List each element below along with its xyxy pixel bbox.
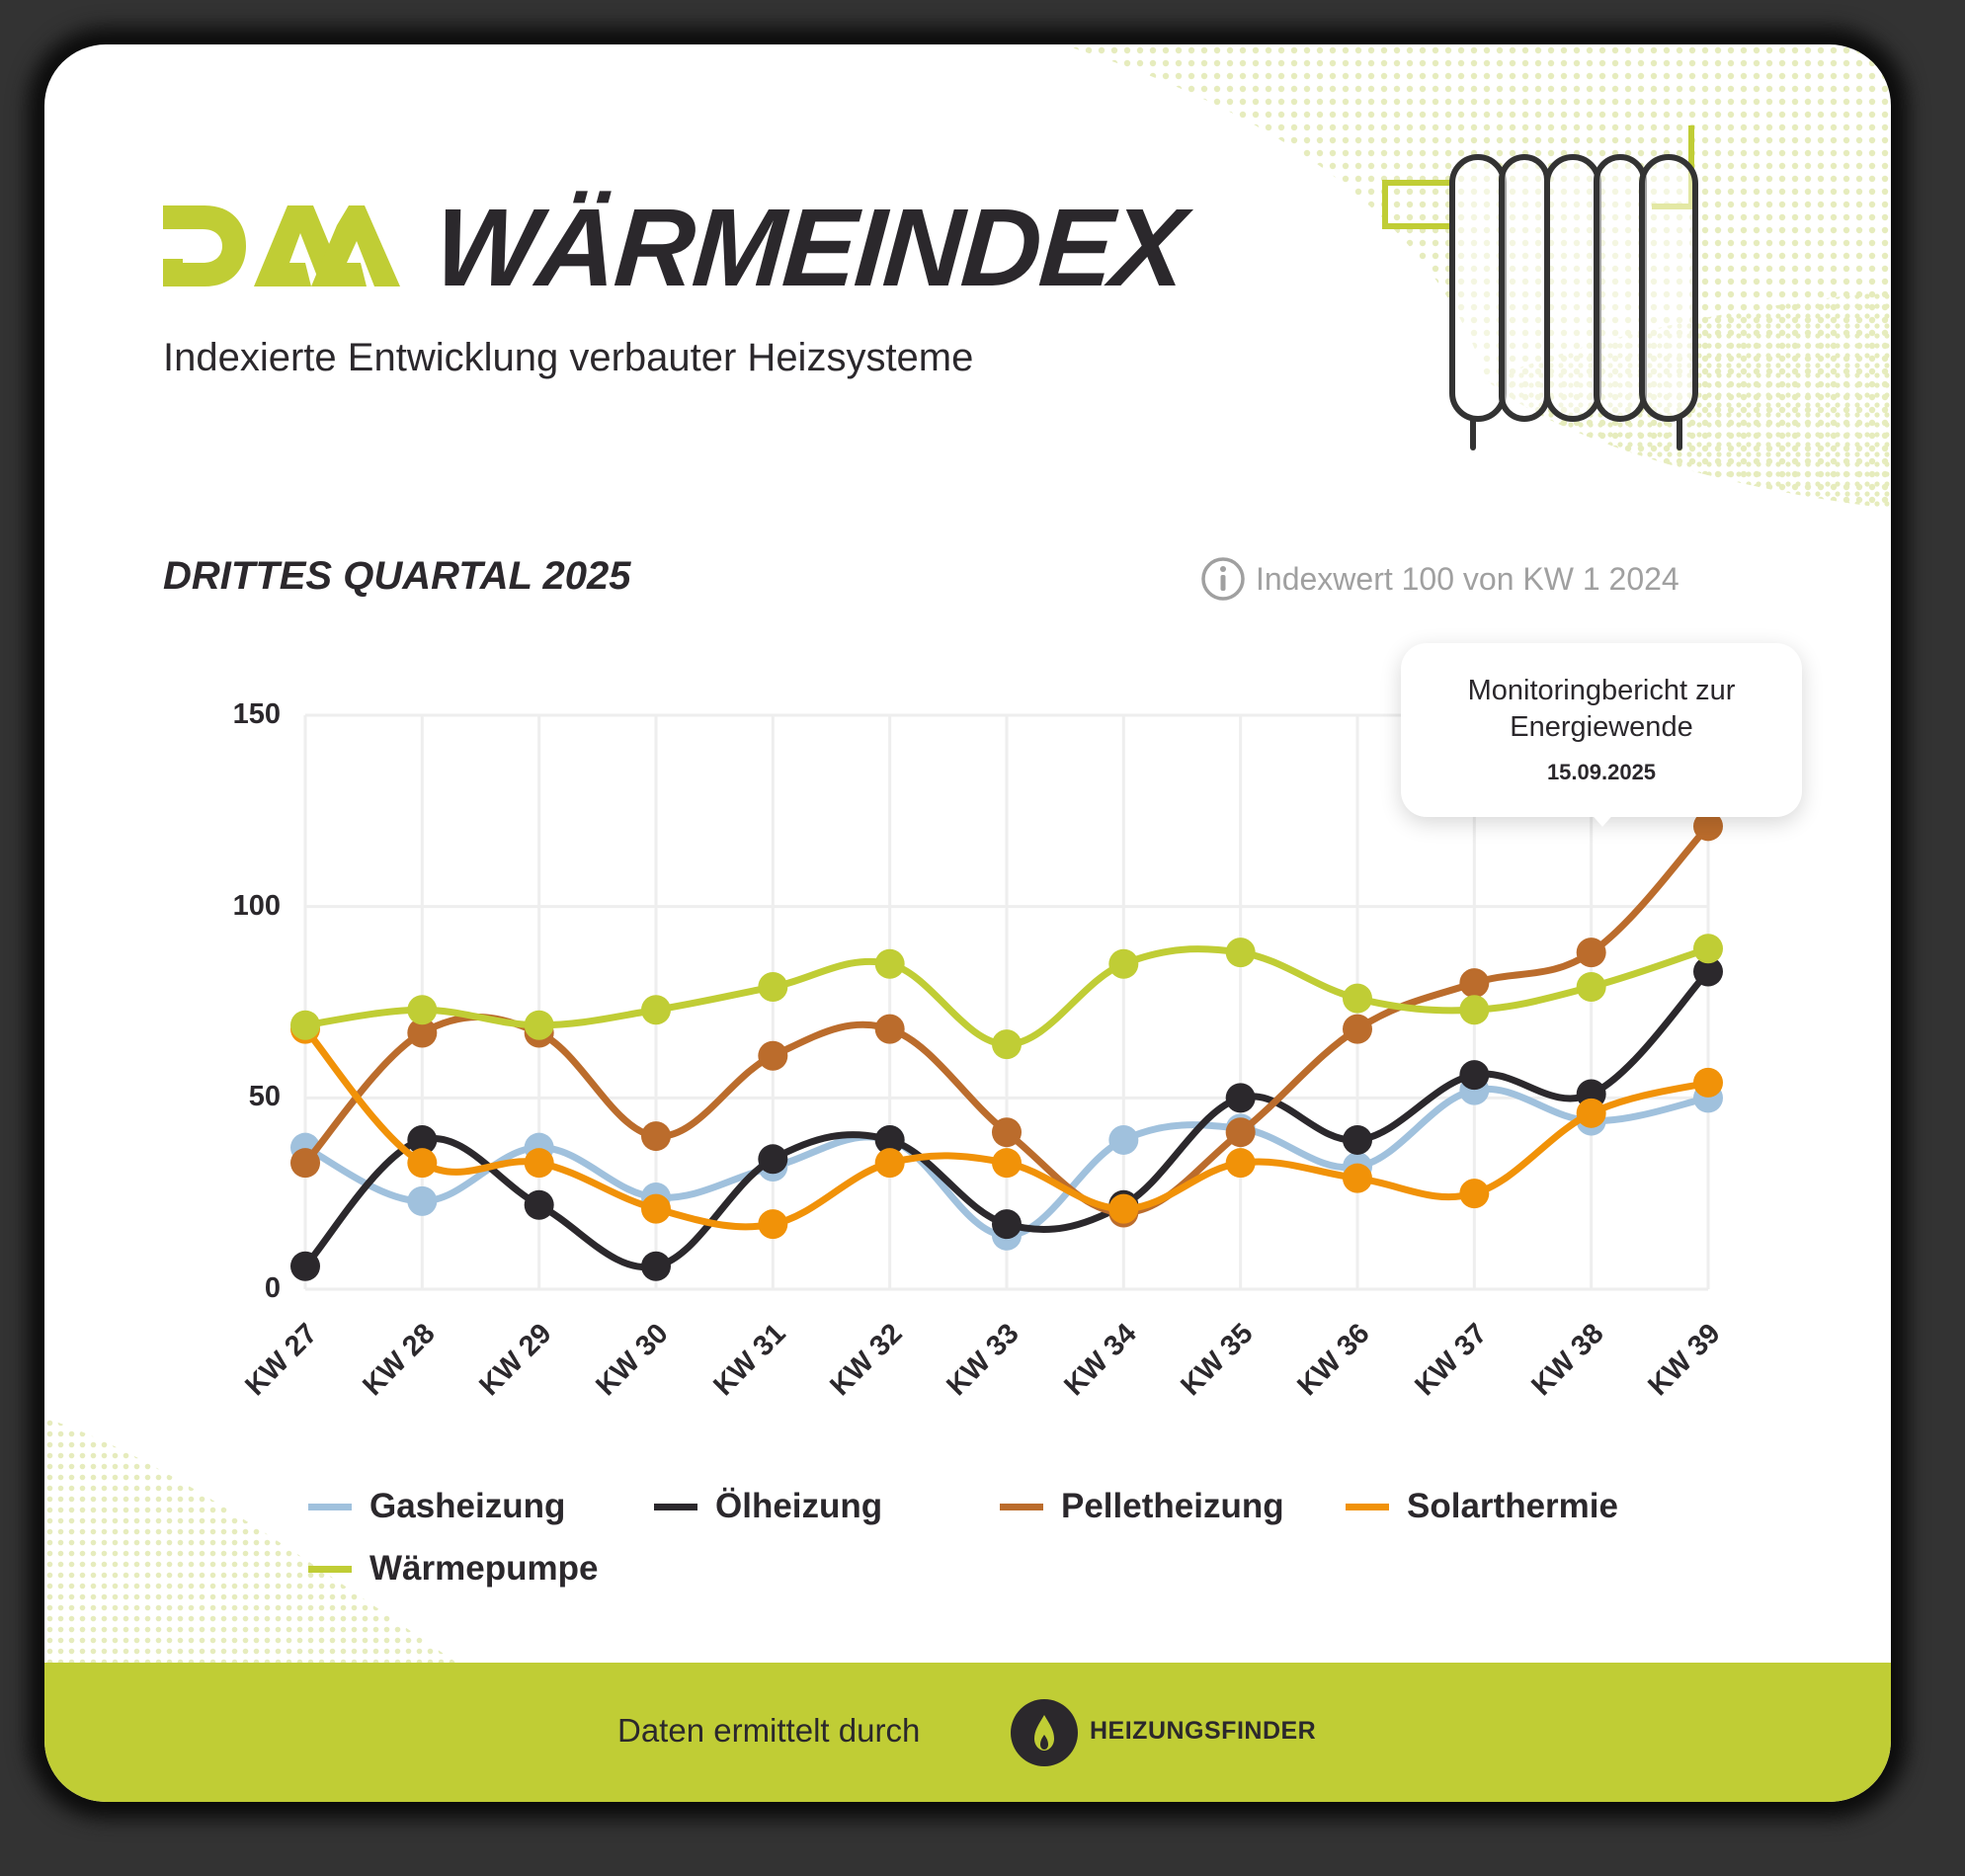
legend-item-gasheizung[interactable]: Gasheizung	[308, 1482, 565, 1531]
y-axis-label: 100	[232, 889, 281, 922]
dot-pattern-bottom-left	[44, 1418, 459, 1665]
data-point[interactable]	[407, 995, 438, 1025]
data-point[interactable]	[874, 1124, 905, 1155]
data-point[interactable]	[1459, 1060, 1490, 1091]
y-axis-label: 0	[264, 1272, 281, 1304]
data-point[interactable]	[758, 972, 788, 1003]
info-icon	[1201, 557, 1245, 601]
data-point[interactable]	[1225, 1083, 1256, 1113]
data-point[interactable]	[407, 1185, 438, 1216]
data-point[interactable]	[1693, 934, 1723, 964]
legend-swatch	[308, 1565, 352, 1573]
data-point[interactable]	[992, 1029, 1022, 1060]
footer-credit-text: Daten ermittelt durch	[617, 1712, 921, 1749]
heizungsfinder-logo	[1011, 1699, 1078, 1766]
data-point[interactable]	[1459, 968, 1490, 999]
index-info: Indexwert 100 von KW 1 2024	[1200, 556, 1679, 602]
legend-swatch	[1000, 1503, 1043, 1510]
legend-swatch	[308, 1503, 352, 1510]
data-point[interactable]	[524, 1189, 554, 1220]
data-point[interactable]	[758, 1209, 788, 1240]
data-point[interactable]	[874, 948, 905, 979]
daa-logo	[163, 205, 400, 286]
data-point[interactable]	[1576, 972, 1606, 1003]
data-point[interactable]	[1108, 948, 1139, 979]
tooltip-text: Monitoringbericht zur Energiewende	[1401, 673, 1802, 746]
chart-title: DRITTES QUARTAL 2025	[163, 554, 631, 598]
data-point[interactable]	[290, 1148, 320, 1179]
legend-label: Ölheizung	[715, 1487, 883, 1525]
data-point[interactable]	[1108, 1193, 1139, 1224]
annotation-tooltip: Monitoringbericht zur Energiewende 15.09…	[1401, 643, 1802, 817]
legend-item-pelletheizung[interactable]: Pelletheizung	[1000, 1482, 1284, 1531]
data-point[interactable]	[524, 1148, 554, 1179]
data-point[interactable]	[407, 1018, 438, 1048]
data-point[interactable]	[874, 1148, 905, 1179]
legend-label: Wärmepumpe	[369, 1549, 599, 1588]
data-point[interactable]	[290, 1251, 320, 1281]
chart-plot	[290, 713, 1723, 1291]
data-point[interactable]	[1225, 1117, 1256, 1148]
data-point[interactable]	[758, 1040, 788, 1071]
index-info-text: Indexwert 100 von KW 1 2024	[1256, 561, 1679, 597]
data-point[interactable]	[1343, 983, 1372, 1014]
data-point[interactable]	[641, 1251, 671, 1281]
legend-swatch	[1346, 1503, 1389, 1510]
data-point[interactable]	[1343, 1163, 1372, 1193]
data-point[interactable]	[1693, 1067, 1723, 1098]
data-point[interactable]	[641, 1193, 671, 1224]
legend-item-ölheizung[interactable]: Ölheizung	[654, 1482, 882, 1531]
legend-swatch	[654, 1503, 697, 1510]
footer-brand-name: HEIZUNGSFINDER	[1090, 1717, 1317, 1745]
tooltip-line-2: Energiewende	[1510, 711, 1693, 743]
data-point[interactable]	[641, 995, 671, 1025]
data-point[interactable]	[290, 1010, 320, 1040]
page-subtitle: Indexierte Entwicklung verbauter Heizsys…	[163, 336, 974, 379]
data-point[interactable]	[874, 1014, 905, 1044]
y-axis-label: 50	[248, 1081, 281, 1113]
data-point[interactable]	[524, 1010, 554, 1040]
data-point[interactable]	[992, 1148, 1022, 1179]
data-point[interactable]	[1693, 956, 1723, 987]
data-point[interactable]	[1108, 1124, 1139, 1155]
data-point[interactable]	[1576, 1098, 1606, 1128]
line-chart: 0 50 100 150 KW 27 KW 28 KW 29 KW 30 KW 31 KW 32 K…	[44, 44, 1891, 1802]
series-wärmepumpe	[290, 934, 1723, 1060]
data-point[interactable]	[407, 1148, 438, 1179]
flame-icon	[1034, 1715, 1054, 1751]
data-point[interactable]	[407, 1124, 438, 1155]
data-point[interactable]	[1693, 811, 1723, 842]
legend-item-solarthermie[interactable]: Solarthermie	[1346, 1482, 1618, 1531]
infographic-card: WÄRMEINDEX Indexierte Entwicklung verbau…	[44, 44, 1891, 1802]
data-point[interactable]	[1576, 938, 1606, 968]
tooltip-pointer	[1589, 811, 1616, 827]
footer-bar: Daten ermittelt durch HEIZUNGSFINDER	[44, 1663, 1891, 1802]
radiator-icon	[1382, 125, 1698, 450]
legend-label: Pelletheizung	[1061, 1487, 1284, 1525]
data-point[interactable]	[758, 1144, 788, 1175]
legend-label: Gasheizung	[369, 1487, 566, 1525]
data-point[interactable]	[641, 1121, 671, 1152]
data-point[interactable]	[1343, 1124, 1372, 1155]
data-point[interactable]	[1459, 995, 1490, 1025]
series-solarthermie	[290, 1014, 1723, 1240]
y-axis-label: 150	[232, 698, 281, 730]
data-point[interactable]	[1225, 938, 1256, 968]
legend-label: Solarthermie	[1407, 1487, 1618, 1525]
tooltip-line-1: Monitoringbericht zur	[1467, 675, 1736, 706]
data-point[interactable]	[1459, 1179, 1490, 1209]
legend-item-wärmepumpe[interactable]: Wärmepumpe	[308, 1544, 598, 1593]
data-point[interactable]	[1343, 1014, 1372, 1044]
data-point[interactable]	[1225, 1148, 1256, 1179]
tooltip-date: 15.09.2025	[1546, 760, 1657, 784]
data-point[interactable]	[992, 1209, 1022, 1240]
data-point[interactable]	[992, 1117, 1022, 1148]
